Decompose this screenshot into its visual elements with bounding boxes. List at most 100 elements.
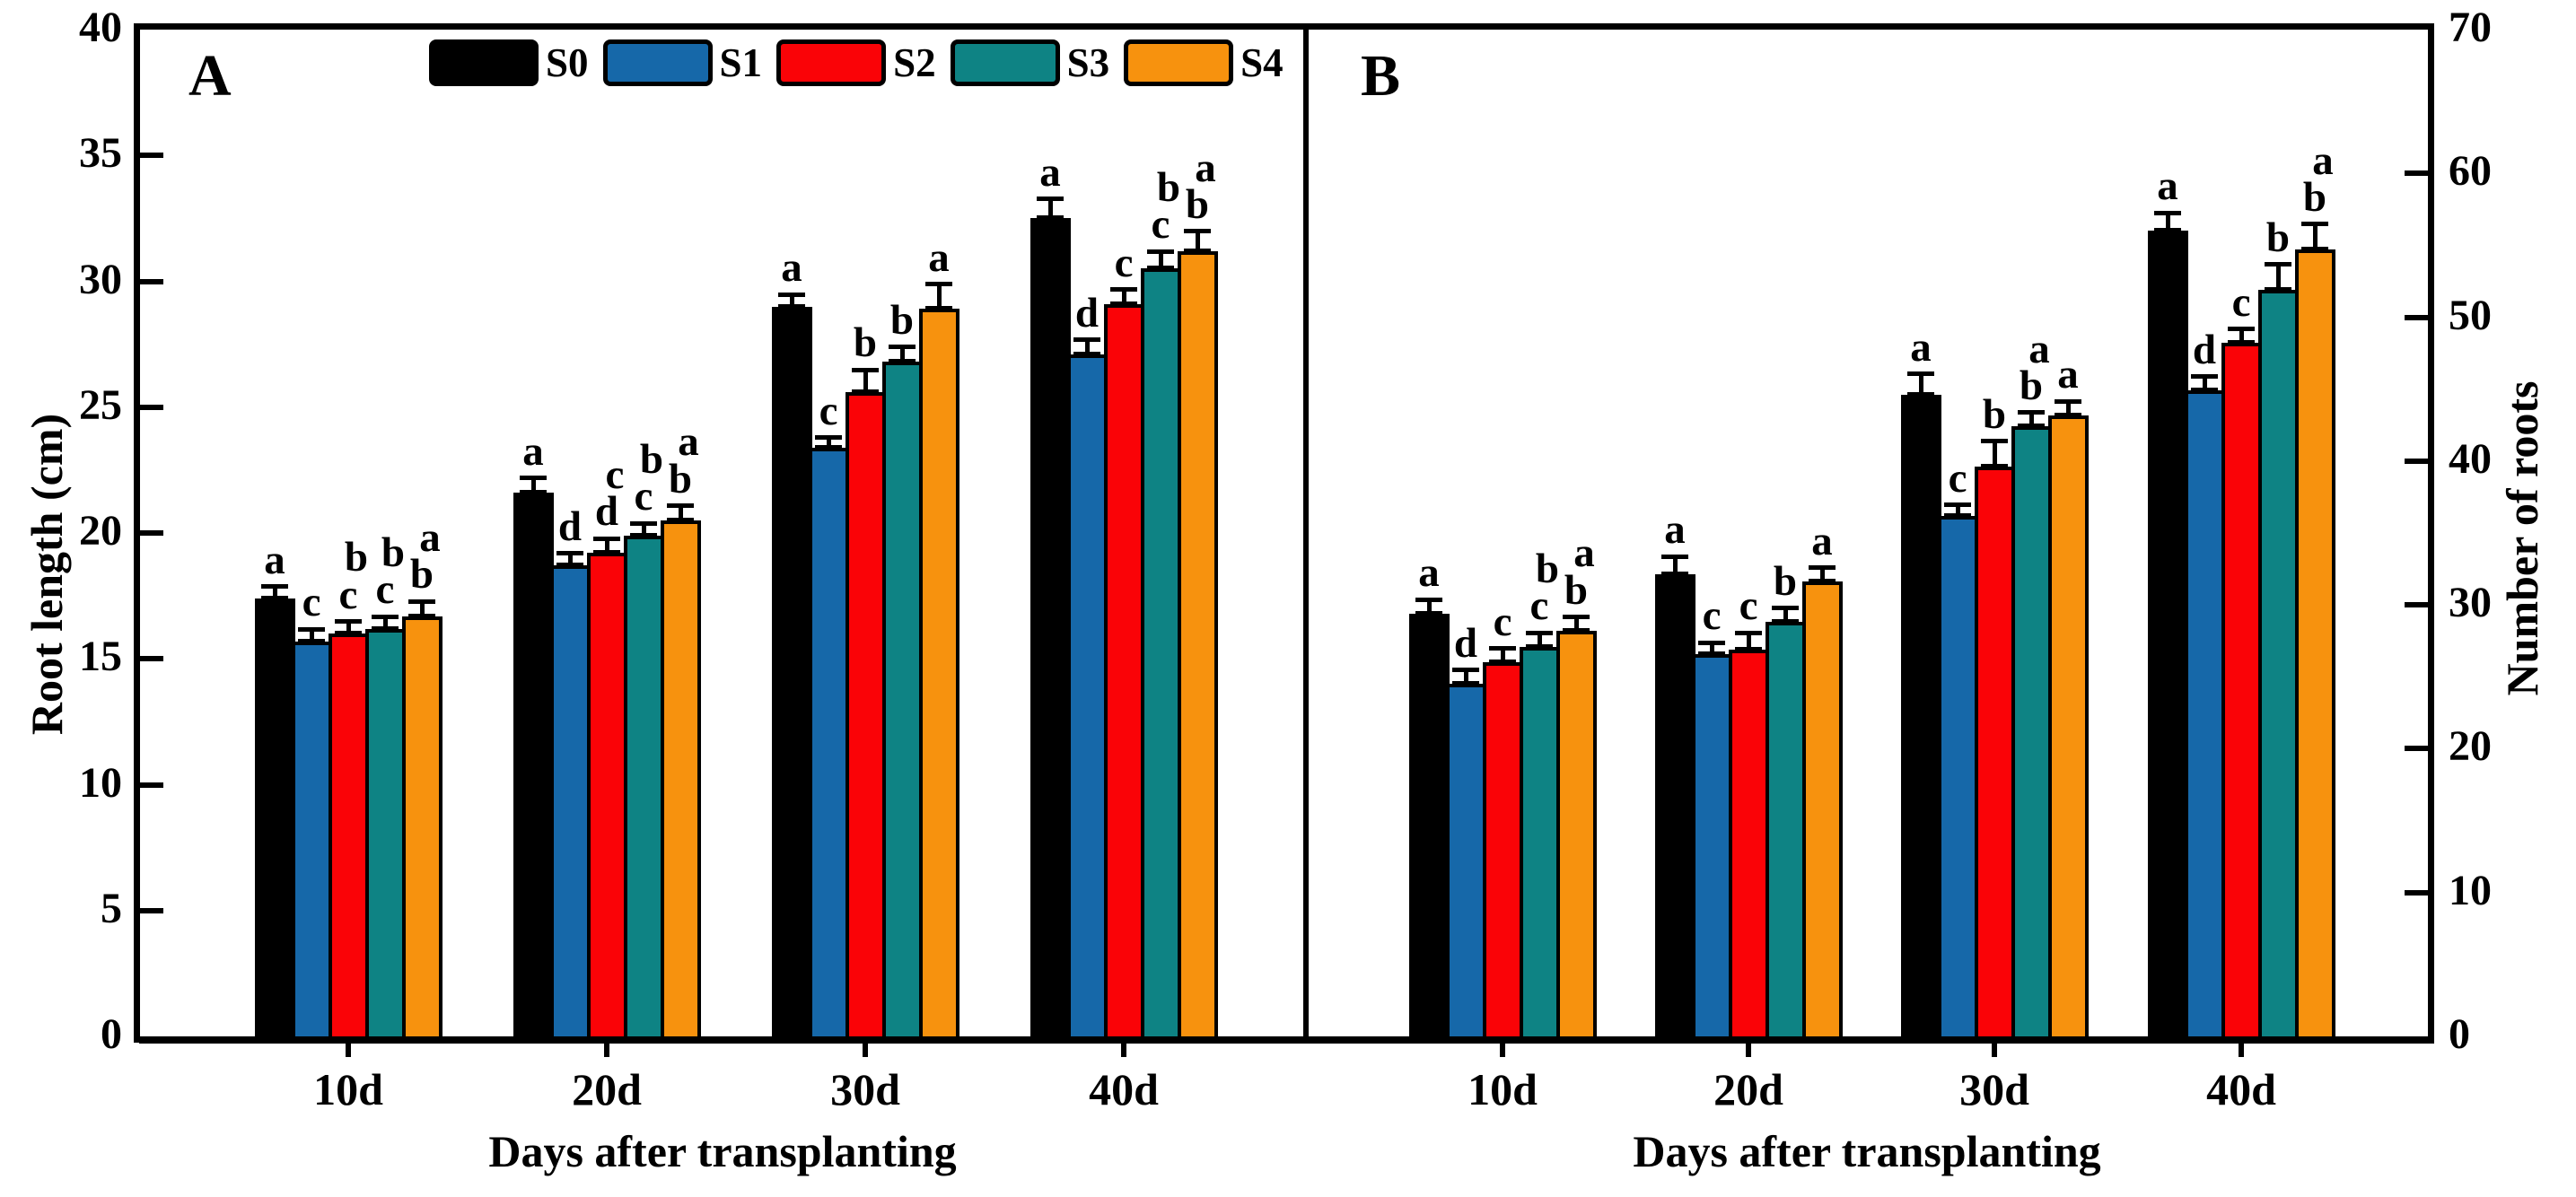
- error-bar-cap-top: [1489, 646, 1516, 651]
- error-bar-cap-bottom: [630, 532, 657, 537]
- left-axis-tick: [140, 656, 163, 662]
- significance-letter: c: [338, 571, 358, 618]
- error-bar-cap-top: [925, 282, 952, 287]
- significance-letters: b: [2266, 216, 2290, 258]
- significance-letter: a: [522, 427, 544, 475]
- error-bar-cap-top: [1944, 502, 1971, 507]
- error-bar-line: [641, 522, 646, 536]
- left-axis-tick-label: 40: [79, 4, 122, 51]
- significance-letter: c: [1529, 582, 1549, 630]
- right-axis-tick: [2405, 314, 2428, 320]
- error-bar-cap-bottom: [1772, 619, 1799, 625]
- significance-letters: a: [928, 236, 950, 278]
- error-bar-cap-bottom: [520, 490, 547, 495]
- legend-label: S2: [893, 39, 936, 85]
- error-bar-line: [382, 616, 388, 629]
- x-axis-tick: [1121, 1043, 1126, 1057]
- significance-letters: b: [854, 322, 877, 364]
- legend-swatch-s1: [602, 39, 713, 86]
- significance-letter: c: [1739, 582, 1758, 630]
- plot-frame-left-axis: [134, 23, 140, 1043]
- left-y-axis-title: Root length (cm): [22, 413, 72, 736]
- significance-letter: b: [1185, 181, 1210, 229]
- significance-letters: a: [522, 427, 544, 475]
- legend-swatch-s4: [1124, 39, 1234, 86]
- error-bar-line: [2202, 376, 2207, 391]
- error-bar-cap-bottom: [1735, 646, 1762, 651]
- error-bar-cap-top: [1526, 630, 1553, 635]
- error-bar-cap-bottom: [2265, 287, 2291, 293]
- significance-letter: c: [634, 473, 653, 520]
- error-bar-line: [936, 284, 942, 310]
- error-bar-line: [1819, 567, 1825, 582]
- right-axis-tick: [2405, 170, 2428, 177]
- bar-s0-10d: [1408, 613, 1450, 1040]
- error-bar-cap-top: [1563, 614, 1590, 619]
- error-bar-line: [2239, 328, 2244, 344]
- legend-item-s2: S2: [776, 39, 936, 86]
- right-axis-tick: [2405, 746, 2428, 752]
- significance-letter: a: [1418, 549, 1440, 597]
- significance-letter: d: [557, 503, 583, 551]
- error-bar-line: [1955, 503, 1960, 516]
- error-bar-line: [1537, 632, 1542, 647]
- right-axis-tick-label: 30: [2449, 579, 2492, 627]
- bar-s2-30d: [1974, 467, 2015, 1040]
- significance-letter: a: [1573, 529, 1595, 577]
- right-axis-tick-label: 0: [2449, 1010, 2470, 1058]
- error-bar-cap-top: [335, 619, 362, 625]
- error-bar-cap-bottom: [298, 638, 325, 643]
- significance-letter: b: [2302, 174, 2327, 222]
- significance-letter: b: [2019, 363, 2044, 410]
- error-bar-line: [863, 369, 868, 392]
- left-axis-tick-label: 5: [101, 884, 122, 932]
- error-bar-cap-top: [1809, 565, 1836, 571]
- significance-letter: c: [1493, 598, 1512, 645]
- significance-letter: a: [1811, 518, 1833, 565]
- significance-letters: c: [302, 581, 321, 624]
- right-axis-tick-label: 20: [2449, 722, 2492, 771]
- error-bar-line: [2165, 212, 2170, 232]
- significance-letter: c: [1151, 201, 1170, 249]
- significance-letter: d: [1074, 289, 1100, 336]
- error-bar-cap-top: [667, 503, 694, 509]
- significance-letters: c: [1739, 582, 1758, 630]
- x-axis-tick-label: 40d: [2206, 1064, 2276, 1114]
- panel-a-letter: A: [188, 43, 232, 109]
- significance-letter: c: [1114, 239, 1134, 286]
- right-axis-tick: [2405, 602, 2428, 608]
- x-axis-tick: [1746, 1043, 1751, 1057]
- legend-swatch-s0: [429, 39, 539, 86]
- significance-letter: c: [2231, 279, 2251, 327]
- legend-item-s0: S0: [429, 39, 589, 86]
- significance-letter: c: [605, 450, 625, 498]
- significance-letters: a: [1418, 549, 1440, 597]
- left-axis-tick-label: 25: [79, 380, 122, 429]
- error-bar-line: [1709, 642, 1714, 654]
- error-bar-cap-top: [261, 583, 288, 589]
- bar-s1-20d: [1691, 653, 1732, 1040]
- error-bar-cap-top: [2228, 327, 2255, 332]
- error-bar-cap-top: [1037, 196, 1064, 201]
- error-bar-cap-bottom: [372, 625, 399, 631]
- bar-s2-40d: [2221, 343, 2262, 1040]
- error-bar-cap-top: [1415, 597, 1442, 602]
- left-axis-tick: [140, 782, 163, 788]
- error-bar-cap-top: [2265, 262, 2291, 267]
- error-bar-line: [1195, 231, 1200, 251]
- right-axis-tick-label: 40: [2449, 434, 2492, 483]
- panel-b-x-axis-title: Days after transplanting: [1633, 1126, 2101, 1176]
- bar-s3-30d: [881, 362, 923, 1040]
- x-axis-tick-label: 20d: [1713, 1064, 1783, 1114]
- significance-letters: c: [1493, 598, 1512, 645]
- error-bar-cap-top: [889, 345, 916, 350]
- error-bar-cap-bottom: [261, 595, 288, 600]
- x-axis-tick-label: 20d: [572, 1064, 642, 1114]
- error-bar-cap-bottom: [1184, 248, 1211, 253]
- significance-letters: a: [1039, 151, 1061, 193]
- significance-letter: c: [1948, 454, 1967, 502]
- error-bar-cap-bottom: [1110, 301, 1137, 306]
